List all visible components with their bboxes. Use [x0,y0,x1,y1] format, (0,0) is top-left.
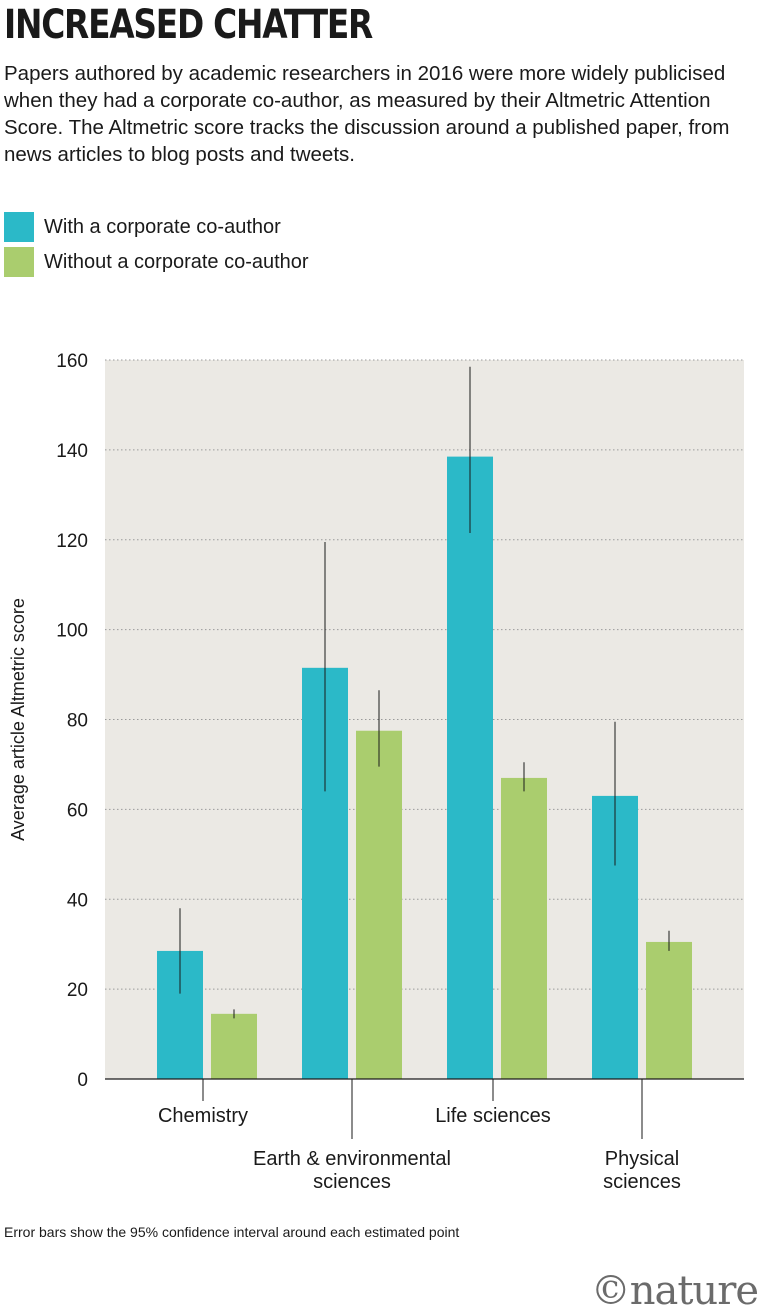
legend-label-with-corporate: With a corporate co-author [44,215,281,238]
y-tick-label: 60 [67,800,88,821]
category-label: Earth & environmental [253,1148,451,1170]
footnote: Error bars show the 95% confidence inter… [4,1224,460,1240]
y-tick-label: 80 [67,711,88,732]
category-label: Physical [605,1148,679,1170]
y-tick-label: 100 [56,621,88,642]
chart-title: INCREASED CHATTER [4,2,373,48]
y-tick-label: 0 [77,1070,88,1091]
bar-without-corporate [211,1013,257,1079]
legend-swatch-with-corporate [4,212,34,242]
chart-subtitle: Papers authored by academic researchers … [4,62,730,166]
nature-logo: ©nature [590,1268,759,1314]
bar-with-corporate [447,456,493,1080]
y-tick-label: 120 [56,531,88,552]
category-label: Life sciences [435,1105,551,1127]
legend: With a corporate co-author Without a cor… [4,212,309,282]
y-tick-label: 140 [56,441,88,462]
legend-swatch-without-corporate [4,247,34,277]
legend-item-without-corporate: Without a corporate co-author [4,247,309,277]
category-label: sciences [313,1171,391,1193]
y-tick-label: 160 [56,351,88,372]
legend-label-without-corporate: Without a corporate co-author [44,250,309,273]
bar-without-corporate [356,730,402,1079]
bar-without-corporate [646,941,692,1079]
category-label: sciences [603,1171,681,1193]
category-label: Chemistry [158,1105,248,1127]
legend-item-with-corporate: With a corporate co-author [4,212,309,242]
y-tick-label: 20 [67,980,88,1001]
bar-without-corporate [501,777,547,1079]
y-tick-label: 40 [67,890,88,911]
y-axis-label: Average article Altmetric score [8,598,28,841]
